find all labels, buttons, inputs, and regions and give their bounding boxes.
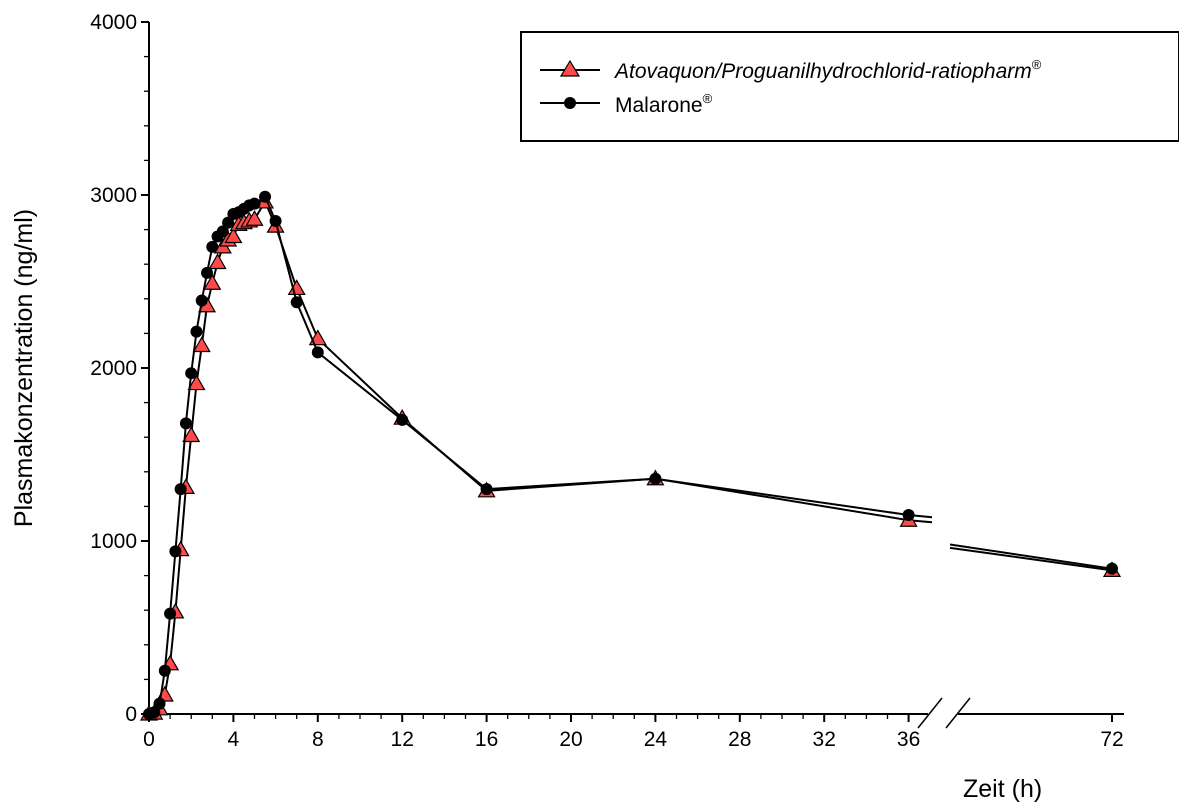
data-point-atovaquon <box>182 426 201 443</box>
data-point-malarone <box>158 664 171 677</box>
data-point-atovaquon <box>208 253 227 270</box>
data-point-malarone <box>169 545 182 558</box>
data-point-atovaquon <box>187 374 206 391</box>
data-point-malarone <box>396 413 409 426</box>
data-point-malarone <box>153 697 166 710</box>
data-point-malarone <box>1106 562 1118 575</box>
series-line-after-break-atovaquon <box>949 546 1113 572</box>
data-point-malarone <box>222 216 235 229</box>
x-tick-label: 4 <box>228 728 240 751</box>
legend: Atovaquon/Proguanilhydrochlorid-ratiopha… <box>520 31 1179 142</box>
x-tick-label: 32 <box>813 728 836 751</box>
x-axis-title: Zeit (h) <box>963 775 1042 803</box>
legend-label-malarone-sup: ® <box>703 91 713 106</box>
data-point-malarone <box>174 483 187 496</box>
x-tick-label: 28 <box>728 728 751 751</box>
x-tick-label: 0 <box>143 728 155 751</box>
legend-label-atovaquon-sup: ® <box>1032 57 1042 72</box>
data-point-malarone <box>311 346 324 359</box>
ticks: 0 1000 2000 3000 4000 0 4 8 12 16 20 24 28 32 36 72 <box>90 11 1123 751</box>
data-point-malarone <box>164 607 177 620</box>
y-tick-label: 2000 <box>90 357 137 380</box>
data-point-malarone <box>480 483 493 496</box>
data-point-malarone <box>190 325 203 338</box>
data-point-atovaquon <box>192 336 211 353</box>
y-tick-label: 3000 <box>90 184 137 207</box>
legend-label-malarone-text: Malarone <box>615 94 703 117</box>
x-tick-label: 8 <box>312 728 324 751</box>
data-point-malarone <box>649 472 662 485</box>
data-point-malarone <box>179 417 192 430</box>
data-point-malarone <box>902 509 915 522</box>
series-line-malarone <box>148 195 933 715</box>
y-tick-label: 4000 <box>90 11 137 34</box>
legend-label-atovaquon: Atovaquon/Proguanilhydrochlorid-ratiopha… <box>613 57 1042 83</box>
legend-label-atovaquon-text: Atovaquon/Proguanilhydrochlorid-ratiopha… <box>613 60 1032 83</box>
x-tick-label: 72 <box>1100 728 1123 751</box>
data-point-malarone <box>248 197 261 210</box>
x-tick-label: 20 <box>559 728 582 751</box>
x-tick-label: 12 <box>391 728 414 751</box>
data-point-atovaquon <box>245 210 264 226</box>
data-point-malarone <box>206 240 219 253</box>
data-point-malarone <box>290 296 303 309</box>
data-point-atovaquon <box>203 274 222 290</box>
data-point-malarone <box>201 266 214 279</box>
x-tick-label: 16 <box>475 728 498 751</box>
data-point-malarone <box>216 225 229 238</box>
legend-triangle-marker <box>559 59 581 77</box>
axis-break-mark <box>917 697 943 729</box>
legend-circle-marker <box>564 97 576 109</box>
data-point-malarone <box>195 294 208 307</box>
data-point-atovaquon <box>224 227 243 244</box>
data-point-malarone <box>148 706 161 719</box>
x-tick-label: 24 <box>644 728 668 751</box>
series-line-atovaquon <box>148 199 933 715</box>
legend-label-malarone: Malarone® <box>615 91 713 117</box>
legend-box <box>520 31 1179 142</box>
series <box>139 190 1122 721</box>
series-line-after-break-malarone <box>949 543 1113 570</box>
x-tick-label: 36 <box>897 728 920 751</box>
axis-break-mark <box>945 697 971 729</box>
y-axis-title: Plasmakonzentration (ng/ml) <box>10 209 38 527</box>
y-tick-label: 0 <box>125 703 137 726</box>
data-point-malarone <box>259 190 272 203</box>
data-point-malarone <box>185 367 198 380</box>
data-point-malarone <box>269 214 282 227</box>
y-tick-label: 1000 <box>90 530 137 553</box>
